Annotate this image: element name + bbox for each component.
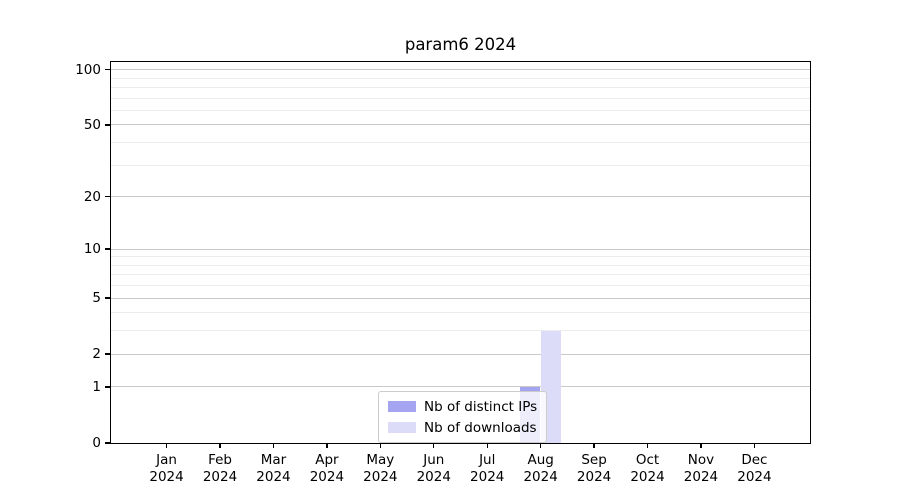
minor-gridline <box>111 164 810 166</box>
x-tick-label: Jul 2024 <box>455 452 519 485</box>
x-tick-year: 2024 <box>683 468 719 485</box>
x-tick-month: Jul <box>479 452 496 468</box>
y-tick-mark <box>105 68 111 71</box>
y-tick-mark <box>105 297 111 299</box>
x-tick-mark <box>326 443 328 448</box>
x-tick-year: 2024 <box>576 468 612 485</box>
y-tick-label: 50 <box>83 116 101 133</box>
legend-swatch <box>388 422 416 433</box>
x-tick-mark <box>486 443 488 448</box>
x-tick-mark <box>593 443 595 448</box>
legend-item: Nb of distinct IPs <box>388 397 537 416</box>
x-tick-month: Feb <box>208 452 232 468</box>
y-tick-label: 5 <box>92 290 101 307</box>
minor-gridline <box>111 256 810 258</box>
y-tick-label: 2 <box>92 346 101 363</box>
minor-gridline <box>111 97 810 99</box>
x-tick-label: Oct 2024 <box>616 452 680 485</box>
legend-label: Nb of downloads <box>424 419 537 436</box>
major-gridline <box>111 124 810 126</box>
y-tick-label: 0 <box>92 435 101 451</box>
x-tick-month: Sep <box>581 452 607 468</box>
x-tick-mark <box>753 443 756 448</box>
minor-gridline <box>111 142 810 144</box>
legend-label: Nb of distinct IPs <box>424 398 538 415</box>
y-tick-label: 100 <box>75 61 101 78</box>
major-gridline <box>111 248 810 250</box>
y-tick-mark <box>105 386 111 388</box>
x-tick-label: Feb 2024 <box>188 452 252 485</box>
major-gridline <box>111 297 810 299</box>
x-tick-year: 2024 <box>202 468 238 485</box>
x-tick-mark <box>379 443 381 448</box>
x-tick-month: Mar <box>260 452 287 468</box>
major-gridline <box>111 386 810 388</box>
major-gridline <box>111 353 810 355</box>
y-tick-label: 20 <box>83 188 101 205</box>
x-tick-year: 2024 <box>523 468 558 485</box>
minor-gridline <box>111 274 810 276</box>
x-tick-mark <box>219 443 221 448</box>
minor-gridline <box>111 312 810 314</box>
minor-gridline <box>111 330 810 332</box>
y-tick-mark <box>105 353 111 355</box>
x-tick-month: Aug <box>527 452 554 468</box>
x-tick-month: Jun <box>423 452 445 468</box>
x-tick-year: 2024 <box>309 468 345 485</box>
y-tick-label: 10 <box>83 241 101 257</box>
x-tick-mark <box>433 443 435 448</box>
minor-gridline <box>111 77 810 79</box>
x-tick-year: 2024 <box>149 468 184 485</box>
x-tick-month: Oct <box>635 452 660 468</box>
x-tick-label: Sep 2024 <box>562 452 626 485</box>
x-tick-year: 2024 <box>416 468 451 485</box>
minor-gridline <box>111 264 810 266</box>
y-tick-mark <box>105 196 111 198</box>
y-tick-mark <box>105 442 111 444</box>
x-tick-year: 2024 <box>630 468 665 485</box>
legend: Nb of distinct IPs Nb of downloads <box>378 391 548 443</box>
chart-title: param6 2024 <box>404 35 517 54</box>
x-tick-month: Nov <box>687 452 715 468</box>
x-tick-mark <box>540 443 542 448</box>
x-tick-month: Apr <box>315 452 339 468</box>
y-tick-label: 1 <box>92 378 101 395</box>
x-tick-mark <box>272 443 275 448</box>
plot-area <box>110 61 811 444</box>
x-tick-label: Aug 2024 <box>509 452 573 485</box>
x-tick-label: May 2024 <box>348 452 412 485</box>
x-tick-mark <box>646 443 649 448</box>
x-tick-label: Nov 2024 <box>669 452 733 485</box>
x-tick-year: 2024 <box>737 468 772 485</box>
x-tick-label: Dec 2024 <box>722 452 786 485</box>
x-tick-year: 2024 <box>256 468 291 485</box>
minor-gridline <box>111 86 810 88</box>
x-tick-mark <box>165 443 168 448</box>
x-tick-label: Mar 2024 <box>241 452 305 485</box>
major-gridline <box>111 196 810 198</box>
minor-gridline <box>111 109 810 111</box>
y-tick-mark <box>105 124 111 126</box>
minor-gridline <box>111 285 810 287</box>
y-tick-mark <box>105 248 111 250</box>
x-tick-month: May <box>366 452 395 468</box>
x-tick-month: Dec <box>741 452 768 468</box>
legend-swatch <box>388 401 416 412</box>
x-tick-label: Jun 2024 <box>402 452 466 485</box>
x-tick-mark <box>700 443 702 448</box>
x-tick-year: 2024 <box>470 468 505 485</box>
major-gridline <box>111 69 810 71</box>
x-tick-month: Jan <box>156 452 177 468</box>
x-tick-label: Jan 2024 <box>135 452 199 485</box>
x-tick-label: Apr 2024 <box>295 452 359 485</box>
x-tick-year: 2024 <box>363 468 398 485</box>
legend-item: Nb of downloads <box>388 418 537 437</box>
